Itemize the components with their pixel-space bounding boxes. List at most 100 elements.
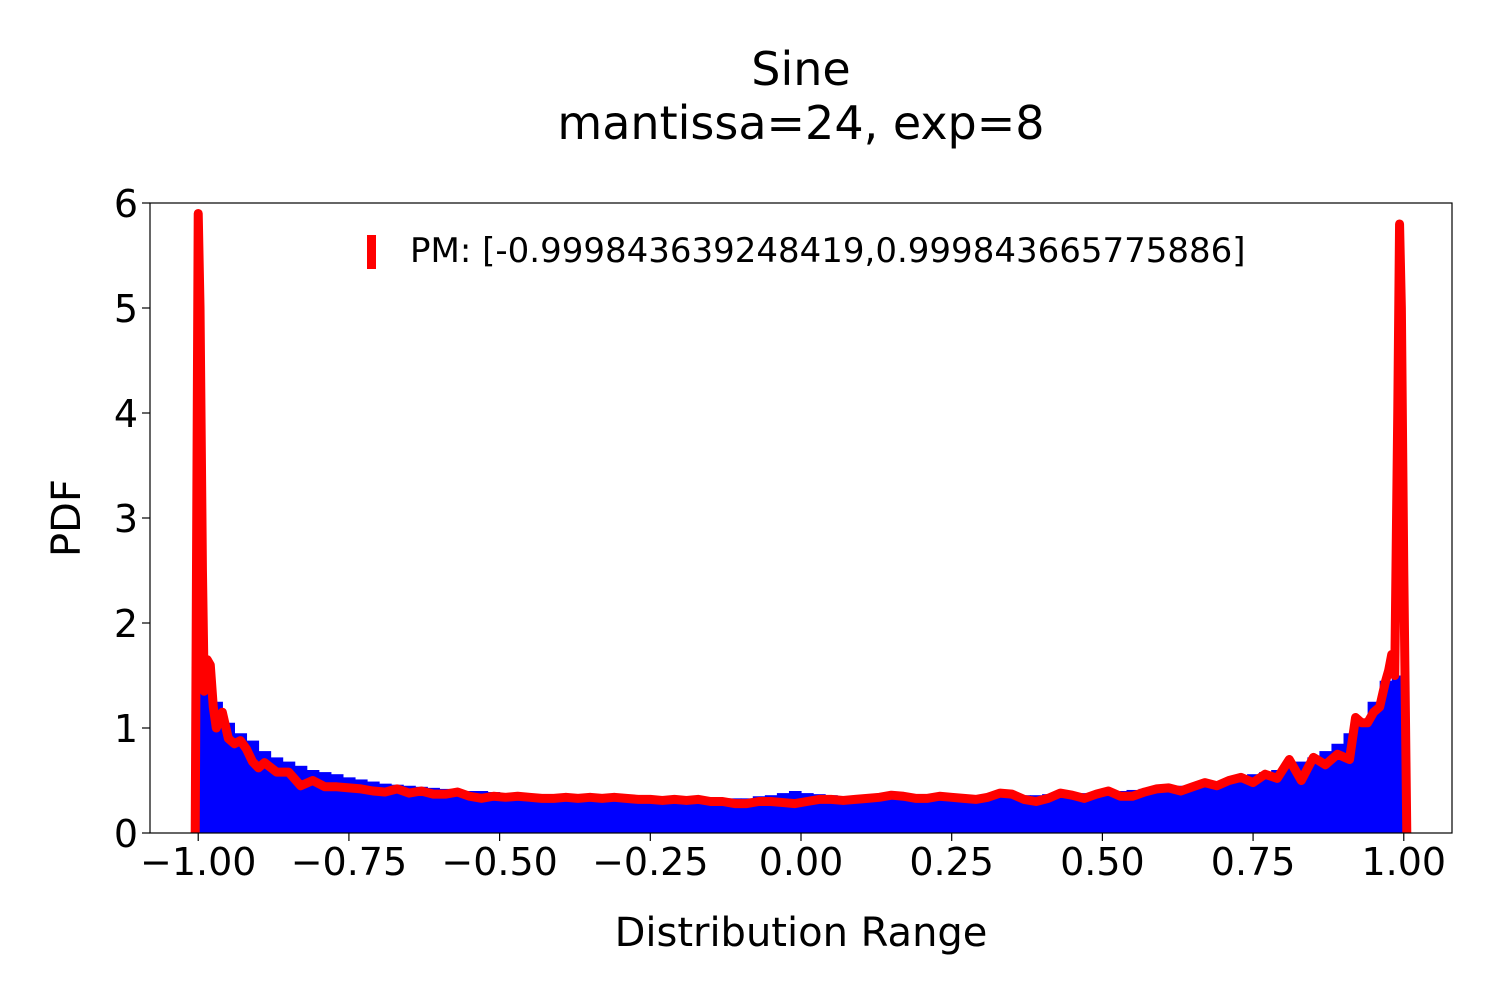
histogram-bar xyxy=(909,798,923,833)
x-tick-label: −0.25 xyxy=(592,840,708,884)
x-tick-label: −0.50 xyxy=(441,840,557,884)
histogram-bar xyxy=(1114,791,1128,833)
histogram-bar xyxy=(391,784,404,833)
histogram-bar xyxy=(1355,722,1369,833)
y-tick-label: 2 xyxy=(114,602,138,646)
pdf-line xyxy=(190,209,1412,834)
x-tick-label: 0.00 xyxy=(759,840,844,884)
histogram-bar xyxy=(1247,774,1260,833)
histogram-bar xyxy=(692,798,706,833)
histogram-bar xyxy=(1005,796,1019,833)
histogram-bar xyxy=(535,794,549,833)
histogram-bar xyxy=(1018,795,1031,833)
histogram-bar xyxy=(1259,772,1272,833)
histogram-bar xyxy=(1331,743,1345,833)
histogram-bar xyxy=(427,787,440,833)
histogram-bar xyxy=(825,795,838,833)
y-axis-ticks: 0 1 2 3 4 5 6 xyxy=(114,182,150,856)
histogram-bar xyxy=(523,794,537,833)
histogram-bar xyxy=(1054,794,1067,833)
histogram-bar xyxy=(415,786,428,833)
x-axis-label: Distribution Range xyxy=(615,910,988,956)
plot-area-frame xyxy=(149,202,1453,834)
histogram-bar xyxy=(873,798,886,833)
histogram-bar xyxy=(1235,777,1248,833)
histogram-bar xyxy=(511,793,525,833)
x-tick-label: 1.00 xyxy=(1361,840,1446,884)
histogram-bar xyxy=(571,796,585,833)
histogram-bar xyxy=(1186,784,1200,833)
legend-label: PM: [-0.999843639248419,0.99984366577588… xyxy=(410,231,1246,271)
histogram-bar xyxy=(668,798,682,833)
histogram-bar xyxy=(1138,788,1152,833)
histogram-bar xyxy=(933,798,947,833)
histogram-bar xyxy=(1367,701,1381,833)
histogram-bar xyxy=(837,796,850,833)
histogram-bar xyxy=(210,701,223,833)
y-tick-label: 5 xyxy=(114,287,138,331)
y-tick-label: 3 xyxy=(114,497,138,541)
x-tick-label: −0.75 xyxy=(291,840,407,884)
histogram-bar xyxy=(198,691,211,833)
histogram-bar xyxy=(716,798,730,833)
x-tick-label: 0.25 xyxy=(909,840,994,884)
histogram-bar xyxy=(547,795,561,833)
histogram-bar xyxy=(897,798,911,833)
histogram-bar xyxy=(1271,770,1284,833)
histogram-bar xyxy=(1307,757,1320,833)
histogram-bar xyxy=(1198,783,1212,833)
histogram-bar xyxy=(981,796,995,833)
histogram-bar xyxy=(584,796,597,833)
histogram-bar xyxy=(861,797,874,833)
histogram-bar xyxy=(1319,751,1333,833)
histogram-bar xyxy=(644,798,657,833)
histogram-bar xyxy=(1078,793,1091,833)
histogram-bar xyxy=(487,792,501,833)
histogram-bar xyxy=(620,797,633,833)
histogram-bar xyxy=(632,797,645,833)
histogram-bar xyxy=(704,798,718,833)
histogram-bar xyxy=(849,797,862,833)
legend-swatch xyxy=(367,235,376,269)
histogram-bar xyxy=(680,798,694,833)
y-tick-label: 4 xyxy=(114,392,138,436)
histogram-bar xyxy=(1283,765,1296,833)
histogram-bar xyxy=(1090,792,1103,833)
histogram-bar xyxy=(885,798,899,833)
histogram-bar xyxy=(1379,680,1393,833)
histogram-bar xyxy=(1066,793,1079,833)
x-tick-label: 0.50 xyxy=(1060,840,1145,884)
histogram-bar xyxy=(1042,794,1055,833)
histogram-bar xyxy=(1210,781,1224,833)
histogram-bar xyxy=(439,788,452,833)
histogram-bar xyxy=(559,795,573,833)
histogram-bar xyxy=(921,798,935,833)
histogram-bars xyxy=(198,675,1405,833)
chart-title-line2: mantissa=24, exp=8 xyxy=(557,96,1044,150)
histogram-bar xyxy=(993,796,1007,833)
y-tick-label: 0 xyxy=(114,812,138,856)
histogram-bar xyxy=(258,751,272,833)
y-tick-label: 1 xyxy=(114,707,138,751)
histogram-bar xyxy=(608,797,621,833)
histogram-bar xyxy=(957,797,971,833)
histogram-bar xyxy=(788,791,802,833)
histogram-bar xyxy=(1174,785,1188,833)
histogram-bar xyxy=(403,785,416,833)
histogram-bar xyxy=(1222,779,1236,833)
histogram-bar xyxy=(1102,791,1116,833)
y-tick-label: 6 xyxy=(114,182,138,226)
histogram-bar xyxy=(222,722,235,833)
histogram-bar xyxy=(1162,786,1176,833)
histogram-bar xyxy=(234,733,248,833)
histogram-bar xyxy=(1150,787,1164,833)
y-axis-label: PDF xyxy=(44,479,90,557)
chart-title-line1: Sine xyxy=(751,42,850,96)
x-tick-label: −1.00 xyxy=(140,840,256,884)
legend: PM: [-0.999843639248419,0.99984366577588… xyxy=(367,231,1246,271)
histogram-bar xyxy=(656,798,669,833)
histogram-bar xyxy=(945,797,959,833)
histogram-bar xyxy=(499,793,513,833)
histogram-bar xyxy=(463,791,477,833)
